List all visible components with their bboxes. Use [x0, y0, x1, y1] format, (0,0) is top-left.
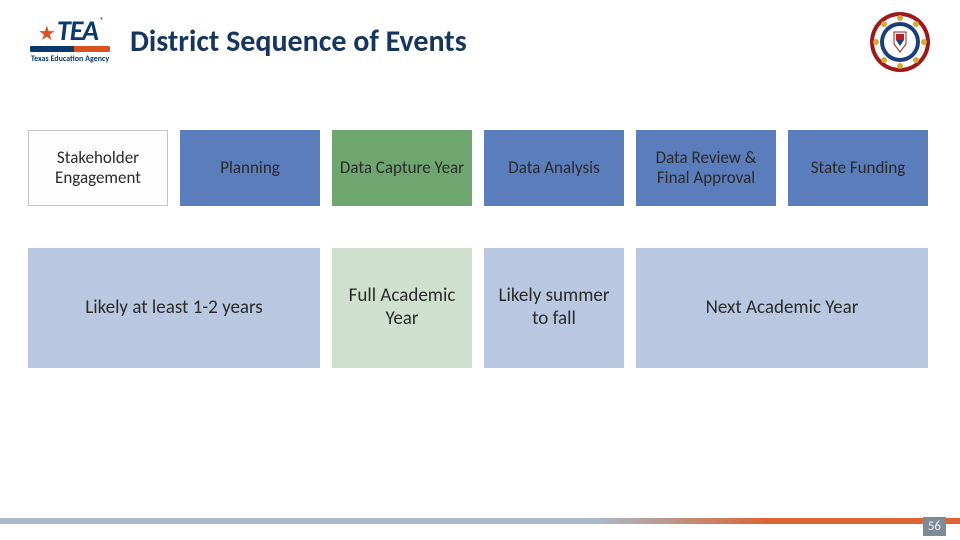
page-title: District Sequence of Events — [130, 23, 467, 60]
region-seal-icon — [868, 10, 932, 79]
duration-box-1-2-years: Likely at least 1-2 years — [28, 248, 320, 368]
phase-box-stakeholder: Stakeholder Engagement — [28, 130, 168, 206]
phase-box-state-funding: State Funding — [788, 130, 928, 206]
star-icon: ★ — [38, 24, 56, 44]
tea-subtext: Texas Education Agency — [31, 54, 109, 64]
page-number: 56 — [923, 517, 946, 536]
footer-divider — [0, 518, 960, 524]
tea-letters: TEA — [57, 18, 98, 43]
duration-box-summer-fall: Likely summer to fall — [484, 248, 624, 368]
slide-header: ★ TEA ® Texas Education Agency District … — [0, 0, 960, 74]
registered-icon: ® — [100, 16, 104, 26]
tea-underline — [30, 46, 110, 52]
phase-box-planning: Planning — [180, 130, 320, 206]
duration-box-academic-year: Full Academic Year — [332, 248, 472, 368]
phase-box-data-analysis: Data Analysis — [484, 130, 624, 206]
phase-box-data-review: Data Review & Final Approval — [636, 130, 776, 206]
duration-row: Likely at least 1-2 years Full Academic … — [0, 248, 960, 368]
phase-box-data-capture: Data Capture Year — [332, 130, 472, 206]
phase-row: Stakeholder Engagement Planning Data Cap… — [0, 130, 960, 206]
tea-mark: ★ TEA — [38, 18, 98, 44]
tea-logo: ★ TEA ® Texas Education Agency — [30, 18, 110, 64]
duration-box-next-year: Next Academic Year — [636, 248, 928, 368]
